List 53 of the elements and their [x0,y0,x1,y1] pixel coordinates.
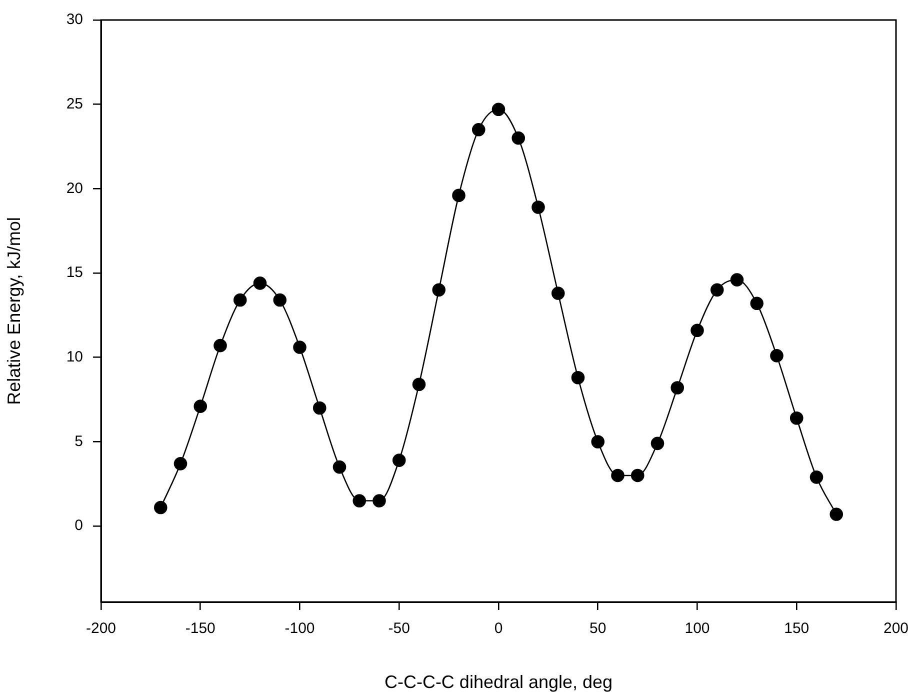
point [630,468,644,482]
point [174,457,188,470]
y-tick-label: 30 [66,11,83,28]
point [611,468,624,482]
point [273,293,287,307]
point [790,411,804,425]
point [452,188,466,202]
y-tick-label: 20 [66,180,83,197]
x-tick-label: 50 [590,620,606,638]
x-tick-label: 150 [784,620,810,638]
point [551,286,565,300]
point [154,500,168,514]
point [770,349,784,362]
point [730,273,744,286]
x-tick-label: -150 [185,620,216,638]
x-tick-label: -50 [388,620,410,638]
x-axis-title: C-C-C-C dihedral angle, deg [384,672,613,692]
point [312,401,326,415]
point [253,276,267,290]
y-tick-label: 15 [66,264,83,282]
point [492,102,506,116]
y-tick-label: 5 [74,432,83,450]
point [750,296,764,310]
point [432,283,446,297]
y-axis-title: Relative Energy, kJ/mol [4,217,24,405]
y-tick-label: 10 [66,348,83,366]
point [650,436,664,450]
point [233,293,247,307]
point [293,340,306,354]
point [194,400,208,413]
point [214,338,227,352]
point [332,460,346,474]
x-tick-label: 0 [494,620,503,638]
point [472,123,486,136]
point [810,470,824,484]
point [830,508,844,521]
point [352,494,366,508]
point [690,324,704,338]
point [670,381,684,394]
point [710,283,724,297]
y-tick-label: 25 [66,95,83,112]
point [571,370,585,384]
point [392,454,406,467]
point [512,131,526,145]
point [532,200,545,214]
x-tick-label: -100 [284,620,315,638]
x-tick-label: -200 [86,620,116,638]
point [412,378,426,392]
point [591,435,605,448]
x-tick-label: 100 [684,620,710,638]
y-tick-label: 0 [74,517,83,534]
x-tick-label: 200 [883,620,909,638]
point [372,494,386,508]
